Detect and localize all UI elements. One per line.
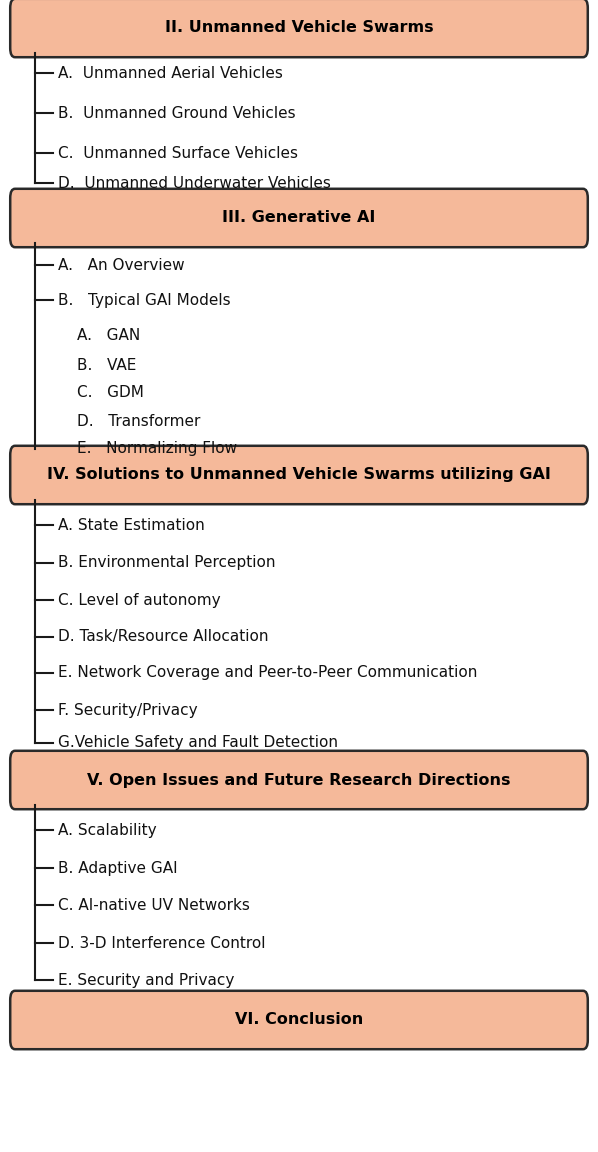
Text: A.   GAN: A. GAN [77,327,140,342]
Text: B. Adaptive GAI: B. Adaptive GAI [58,861,178,876]
Text: B. Environmental Perception: B. Environmental Perception [58,555,275,570]
Text: V. Open Issues and Future Research Directions: V. Open Issues and Future Research Direc… [87,773,511,788]
Text: D.  Unmanned Underwater Vehicles: D. Unmanned Underwater Vehicles [58,175,331,190]
Text: A.   An Overview: A. An Overview [58,258,184,273]
Text: III. Generative AI: III. Generative AI [222,211,376,226]
Text: D.   Transformer: D. Transformer [77,414,200,429]
Text: A. Scalability: A. Scalability [58,823,157,838]
Text: G.Vehicle Safety and Fault Detection: G.Vehicle Safety and Fault Detection [58,735,338,750]
Text: F. Security/Privacy: F. Security/Privacy [58,703,197,718]
Text: IV. Solutions to Unmanned Vehicle Swarms utilizing GAI: IV. Solutions to Unmanned Vehicle Swarms… [47,468,551,483]
Text: C.  Unmanned Surface Vehicles: C. Unmanned Surface Vehicles [58,145,298,160]
Text: D. 3-D Interference Control: D. 3-D Interference Control [58,935,266,950]
FancyBboxPatch shape [10,446,588,505]
Text: B.  Unmanned Ground Vehicles: B. Unmanned Ground Vehicles [58,106,295,121]
Text: C.   GDM: C. GDM [77,386,144,401]
Text: C. AI-native UV Networks: C. AI-native UV Networks [58,897,249,912]
Text: E.   Normalizing Flow: E. Normalizing Flow [77,441,237,456]
Text: VI. Conclusion: VI. Conclusion [235,1013,363,1028]
FancyBboxPatch shape [10,991,588,1049]
Text: E. Security and Privacy: E. Security and Privacy [58,972,234,987]
Text: B.   VAE: B. VAE [77,357,136,372]
Text: C. Level of autonomy: C. Level of autonomy [58,592,221,607]
Text: D. Task/Resource Allocation: D. Task/Resource Allocation [58,629,269,644]
Text: B.   Typical GAI Models: B. Typical GAI Models [58,293,230,308]
Text: E. Network Coverage and Peer-to-Peer Communication: E. Network Coverage and Peer-to-Peer Com… [58,666,477,681]
FancyBboxPatch shape [10,751,588,809]
FancyBboxPatch shape [10,189,588,248]
Text: A. State Estimation: A. State Estimation [58,517,205,532]
Text: II. Unmanned Vehicle Swarms: II. Unmanned Vehicle Swarms [164,21,434,36]
FancyBboxPatch shape [10,0,588,58]
Text: A.  Unmanned Aerial Vehicles: A. Unmanned Aerial Vehicles [58,66,283,81]
